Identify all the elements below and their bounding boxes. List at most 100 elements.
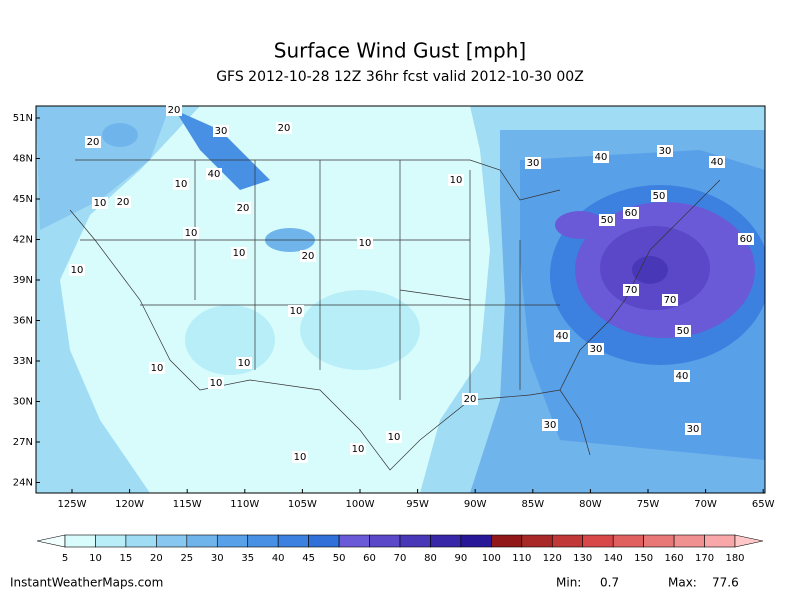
colorbar-box [643,534,675,548]
contour-label: 30 [544,420,557,431]
colorbar-label: 20 [150,553,163,564]
colorbar-box [582,534,614,548]
contour-label-bg [149,362,165,374]
lat-label: 30N [13,397,33,408]
colorbar-label: 10 [89,553,102,564]
colorbar-label: 180 [725,553,744,564]
colorbar-box [612,534,644,548]
contour-label-bg [85,136,101,148]
lon-label: 90W [464,499,487,510]
contour-label-bg [525,157,541,169]
contour-label-bg [115,196,131,208]
colorbar-label: 160 [665,553,684,564]
colorbar-box [156,534,188,548]
colorbar-label: 50 [333,553,346,564]
colorbar-box [277,534,309,548]
lon-label: 95W [406,499,429,510]
contour-label-bg [166,104,182,116]
contour-label-bg [593,151,609,163]
contour-label: 30 [687,424,700,435]
min-label: Min: [556,576,581,590]
contour-label: 20 [168,105,181,116]
contour-label: 10 [233,248,246,259]
contour-label-bg [206,168,222,180]
contour-label: 40 [676,371,689,382]
lon-label: 125W [58,499,87,510]
contour-label: 10 [352,444,365,455]
contour-label-bg [183,227,199,239]
contour-label-bg [657,145,673,157]
colorbar-box [186,534,218,548]
contour-label-bg [588,343,604,355]
colorbar-box [673,534,705,548]
colorbar-above [734,534,764,548]
contour-label-bg [685,423,701,435]
contour-label: 30 [527,158,540,169]
colorbar-below [36,534,66,548]
contour-label-bg [236,357,252,369]
colorbar-label: 5 [62,553,68,564]
contour-label: 10 [71,265,84,276]
colorbar-label: 130 [573,553,592,564]
contour-label-bg [288,305,304,317]
colorbar-box [460,534,492,548]
colorbar-box [704,534,736,548]
colorbar-box [338,534,370,548]
lon-label: 75W [637,499,660,510]
contour-label-bg [235,202,251,214]
colorbar-box [247,534,279,548]
contour-label: 20 [278,123,291,134]
contour-label-bg [462,393,478,405]
lat-label: 45N [13,194,33,205]
max-value: 77.6 [712,576,739,590]
contour-label: 20 [237,203,250,214]
colorbar-box [308,534,340,548]
lon-label: 85W [521,499,544,510]
colorbar-label: 140 [604,553,623,564]
contour-label-bg [542,419,558,431]
lon-label: 120W [115,499,144,510]
colorbar-label: 15 [120,553,133,564]
colorbar-label: 100 [482,553,501,564]
colorbar-box [216,534,249,548]
colorbar-label: 170 [695,553,714,564]
lon-label: 100W [346,499,375,510]
contour-label-bg [357,237,373,249]
lat-label: 51N [13,113,33,124]
contour-label: 10 [151,363,164,374]
max-label: Max: [668,576,697,590]
colorbar-box [521,534,553,548]
lon-label: 70W [694,499,717,510]
subtitle: GFS 2012-10-28 12Z 36hr fcst valid 2012-… [216,69,584,85]
contour-label-bg [651,190,667,202]
colorbar-label: 25 [180,553,193,564]
contour-label: 60 [625,208,638,219]
lat-label: 33N [13,356,33,367]
contour-label-bg [738,233,754,245]
colorbar-label: 150 [634,553,653,564]
contour-label: 10 [450,175,463,186]
colorbar-box [64,534,96,548]
contour-label: 10 [210,378,223,389]
colorbar-label: 90 [455,553,468,564]
lat-label: 48N [13,154,33,165]
contour-label: 30 [590,344,603,355]
contour-label: 70 [625,285,638,296]
lon-label: 115W [173,499,202,510]
contour-label-bg [554,330,570,342]
map-frame [35,105,766,494]
lat-label: 24N [13,478,33,489]
contour-label-bg [276,122,292,134]
contour-label-bg [292,451,308,463]
contour-label: 30 [215,126,228,137]
contour-label: 10 [94,198,107,209]
colorbar-label: 40 [272,553,285,564]
colorbar-box [430,534,462,548]
colorbar-label: 120 [543,553,562,564]
contour-label-bg [675,325,691,337]
site: InstantWeatherMaps.com [10,576,163,590]
contour-label-bg [386,431,402,443]
colorbar-label: 30 [211,553,224,564]
lat-label: 39N [13,275,33,286]
